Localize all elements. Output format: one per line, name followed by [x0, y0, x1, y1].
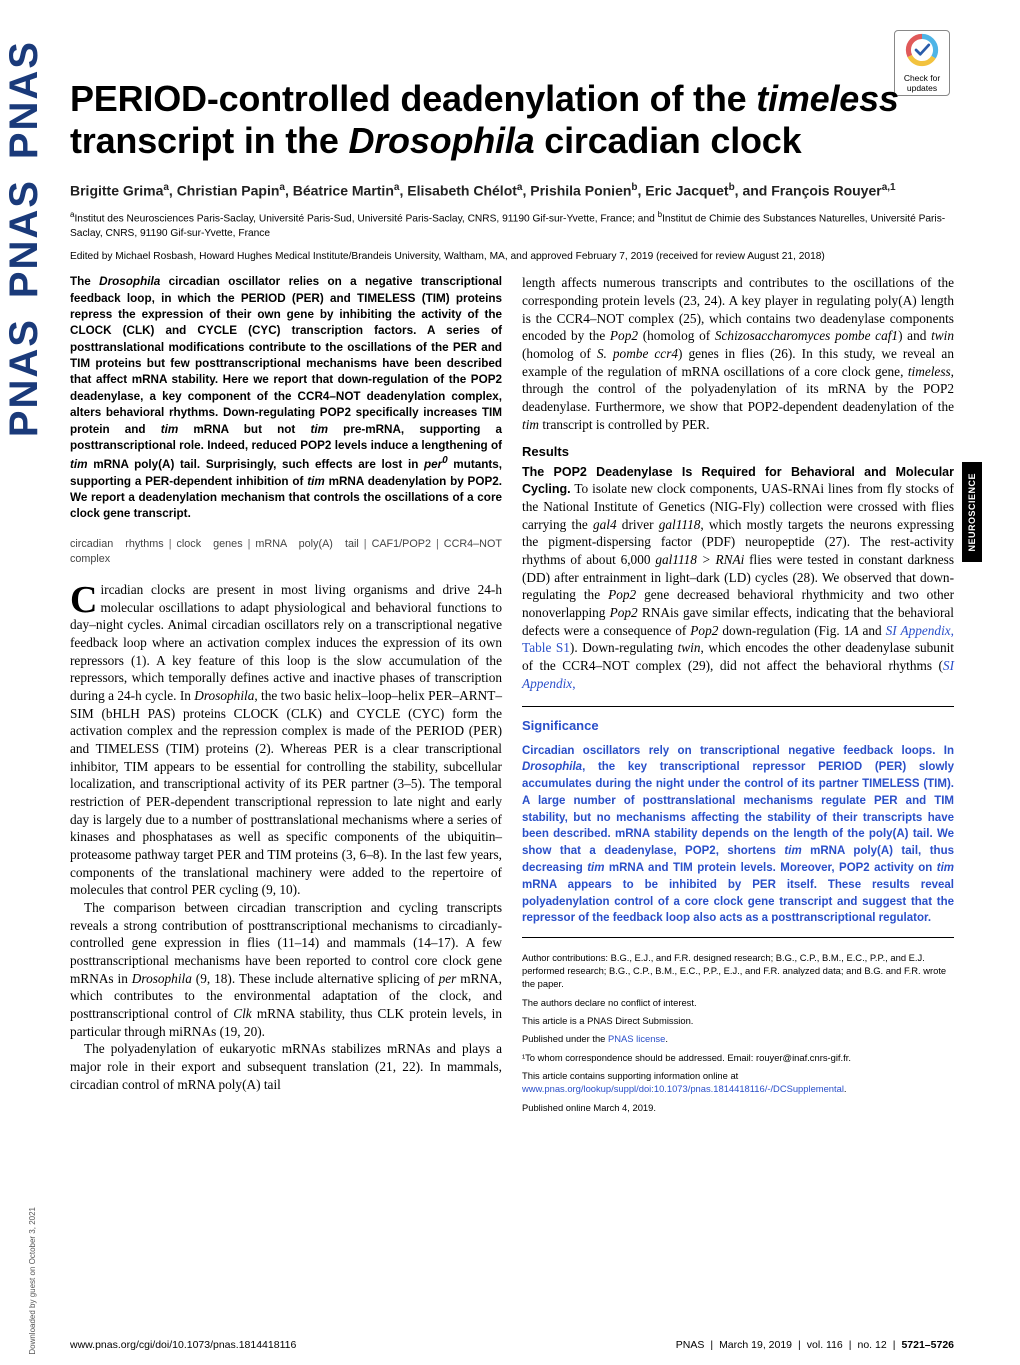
intro-p2: The comparison between circadian transcr… — [70, 899, 502, 1040]
intro-p1: Circadian clocks are present in most liv… — [70, 581, 502, 899]
pnas-text-1: PNAS — [2, 40, 47, 159]
edited-by-line: Edited by Michael Rosbash, Howard Hughes… — [70, 250, 954, 264]
footer-citation: PNAS|March 19, 2019|vol. 116|no. 12|5721… — [676, 1339, 954, 1351]
footer-doi[interactable]: www.pnas.org/cgi/doi/10.1073/pnas.181441… — [70, 1339, 296, 1351]
correspondence: ¹To whom correspondence should be addres… — [522, 1052, 954, 1065]
results-heading: Results — [522, 443, 954, 460]
download-note: Downloaded by guest on October 3, 2021 — [28, 1207, 37, 1355]
published-online: Published online March 4, 2019. — [522, 1102, 954, 1115]
page-footer: www.pnas.org/cgi/doi/10.1073/pnas.181441… — [70, 1339, 954, 1351]
footnotes: Author contributions: B.G., E.J., and F.… — [522, 952, 954, 1115]
license-line: Published under the PNAS license. — [522, 1033, 954, 1046]
affiliations: aInstitut des Neurosciences Paris-Saclay… — [70, 210, 954, 240]
supplemental-link[interactable]: www.pnas.org/lookup/suppl/doi:10.1073/pn… — [522, 1083, 844, 1094]
significance-body: Circadian oscillators rely on transcript… — [522, 743, 954, 928]
keywords: circadian rhythms|clock genes|mRNA poly(… — [70, 537, 502, 567]
conflict-of-interest: The authors declare no conflict of inter… — [522, 997, 954, 1010]
category-tab: NEUROSCIENCE — [962, 462, 982, 562]
supplemental-line: This article contains supporting informa… — [522, 1070, 954, 1096]
pnas-license-link[interactable]: PNAS license — [608, 1033, 665, 1044]
abstract: The Drosophila circadian oscillator reli… — [70, 274, 502, 523]
significance-box: Significance Circadian oscillators rely … — [522, 706, 954, 938]
journal-side-logo: PNAS PNAS PNAS — [4, 40, 44, 1040]
right-column: length affects numerous transcripts and … — [522, 274, 954, 1120]
author-list: Brigitte Grimaa, Christian Papina, Béatr… — [70, 181, 954, 201]
intro-p3: The polyadenylation of eukaryotic mRNAs … — [70, 1040, 502, 1093]
pnas-text-3: PNAS — [2, 318, 47, 437]
direct-submission: This article is a PNAS Direct Submission… — [522, 1015, 954, 1028]
significance-heading: Significance — [522, 717, 954, 734]
right-p1: length affects numerous transcripts and … — [522, 274, 954, 433]
results-body: The POP2 Deadenylase Is Required for Beh… — [522, 463, 954, 693]
article-title: PERIOD-controlled deadenylation of the t… — [70, 78, 954, 163]
left-column: The Drosophila circadian oscillator reli… — [70, 274, 502, 1120]
crossmark-icon — [905, 33, 939, 72]
author-contributions: Author contributions: B.G., E.J., and F.… — [522, 952, 954, 991]
pnas-text-2: PNAS — [2, 179, 47, 298]
